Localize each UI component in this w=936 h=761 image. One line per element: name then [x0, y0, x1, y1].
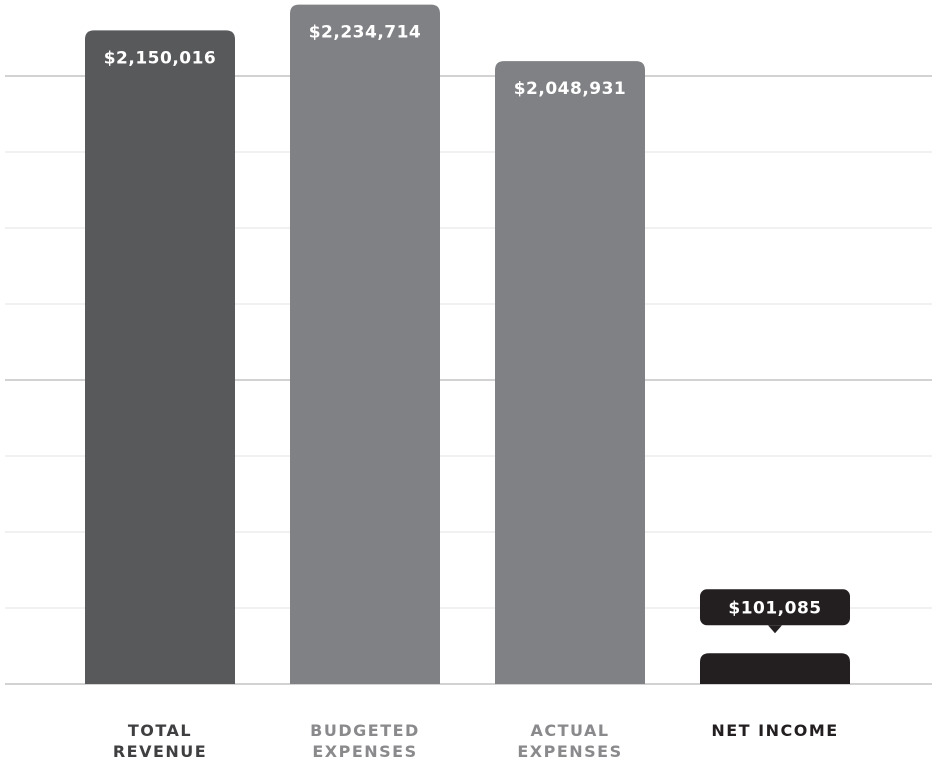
bar-2	[290, 4, 440, 684]
category-label: BUDGETED	[310, 721, 420, 740]
bar-value-label: $2,150,016	[104, 48, 217, 68]
category-label: EXPENSES	[312, 742, 417, 761]
bar-1	[85, 30, 235, 684]
bar-value-label: $2,234,714	[309, 23, 422, 43]
category-label: TOTAL	[128, 721, 192, 740]
value-callout-pointer	[768, 625, 782, 634]
category-label: EXPENSES	[517, 742, 622, 761]
bar-4	[700, 653, 850, 684]
bar-3	[495, 61, 645, 684]
bar-value-label: $101,085	[728, 598, 821, 618]
value-callout-box	[700, 589, 850, 626]
bars: $2,150,016 $2,234,714 $2,048,931 $101,085	[85, 4, 850, 684]
category-label: REVENUE	[113, 742, 207, 761]
category-label: NET INCOME	[711, 721, 838, 740]
bar-value-label: $2,048,931	[514, 79, 627, 99]
category-label: ACTUAL	[530, 721, 609, 740]
category-labels: TOTAL REVENUE BUDGETED EXPENSES ACTUAL EXPENS…	[113, 721, 838, 761]
